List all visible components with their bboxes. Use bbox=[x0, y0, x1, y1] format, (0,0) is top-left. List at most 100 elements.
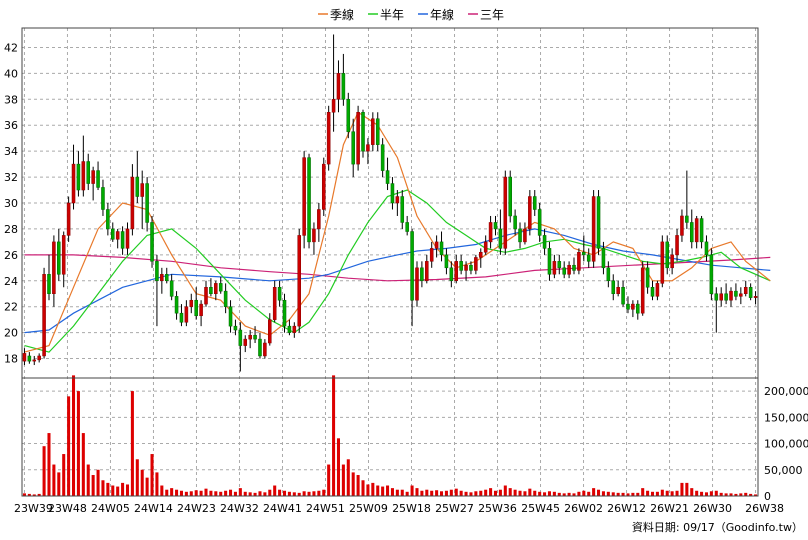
candle bbox=[572, 257, 576, 275]
volume-bar bbox=[587, 491, 591, 496]
candle-body bbox=[479, 252, 483, 258]
price-tick-label: 34 bbox=[4, 145, 18, 158]
candle bbox=[748, 283, 753, 301]
candle-body bbox=[243, 338, 248, 346]
candle-body bbox=[454, 261, 459, 282]
volume-bar bbox=[665, 490, 669, 496]
candle bbox=[297, 228, 301, 333]
candle-body bbox=[724, 293, 728, 301]
candle-body bbox=[753, 296, 758, 298]
candle bbox=[636, 300, 640, 320]
candle-body bbox=[346, 99, 351, 132]
volume-bar bbox=[214, 491, 218, 496]
volume-bar bbox=[209, 490, 213, 496]
price-tick-label: 18 bbox=[4, 353, 18, 366]
candle bbox=[169, 274, 174, 301]
legend-label: 三年 bbox=[480, 8, 504, 22]
candle bbox=[631, 300, 635, 318]
volume-bar bbox=[86, 464, 90, 496]
volume-bar bbox=[150, 454, 154, 496]
volume-bar bbox=[410, 485, 414, 496]
candle-body bbox=[596, 196, 601, 249]
price-tick-label: 28 bbox=[4, 223, 18, 236]
time-tick-label: 24W14 bbox=[134, 502, 173, 515]
candle bbox=[479, 248, 483, 268]
candle-body bbox=[464, 264, 468, 271]
time-tick-label: 26W30 bbox=[693, 502, 732, 515]
candle-body bbox=[71, 163, 76, 204]
candle bbox=[694, 215, 699, 249]
candle-body bbox=[493, 222, 498, 230]
candle bbox=[346, 92, 351, 139]
volume-bar bbox=[179, 490, 183, 496]
volume-bar bbox=[636, 492, 640, 496]
candle-body bbox=[429, 248, 434, 262]
candle-body bbox=[390, 183, 395, 204]
volume-bar bbox=[690, 488, 694, 496]
volume-bar bbox=[62, 454, 66, 496]
time-tick-label: 26W12 bbox=[607, 502, 646, 515]
volume-tick-label: 150,000 bbox=[764, 411, 808, 424]
candle bbox=[537, 203, 542, 242]
candle-body bbox=[743, 287, 748, 294]
candle-body bbox=[611, 280, 616, 294]
volume-bar bbox=[749, 493, 753, 496]
candle bbox=[287, 319, 292, 336]
candle bbox=[248, 330, 252, 349]
candle bbox=[351, 118, 355, 178]
candle bbox=[209, 278, 213, 297]
candle bbox=[135, 151, 140, 203]
volume-bar bbox=[155, 472, 159, 496]
volume-tick-label: 100,000 bbox=[764, 438, 808, 451]
volume-bar bbox=[386, 485, 390, 496]
volume-bar bbox=[508, 488, 512, 496]
volume-bar bbox=[194, 490, 198, 496]
candle bbox=[52, 235, 56, 307]
volume-bar bbox=[336, 438, 341, 496]
candle-body bbox=[410, 231, 414, 301]
time-tick-label: 25W45 bbox=[521, 502, 560, 515]
volume-bar bbox=[106, 482, 110, 496]
candle-body bbox=[586, 254, 591, 262]
footer-source: 資料日期: 09/17（Goodinfo.tw） bbox=[632, 520, 803, 534]
candle bbox=[508, 170, 512, 223]
candle bbox=[410, 228, 414, 327]
candle-body bbox=[218, 283, 223, 292]
candle bbox=[552, 254, 557, 279]
candle-body bbox=[748, 287, 753, 298]
candle-body bbox=[174, 296, 179, 314]
candle-body bbox=[582, 252, 586, 256]
candle-body bbox=[709, 254, 714, 294]
candle bbox=[645, 261, 650, 294]
legend-item: 三年 bbox=[468, 8, 504, 22]
volume-bar bbox=[116, 486, 120, 496]
candle-body bbox=[513, 215, 517, 230]
volume-bar bbox=[199, 490, 203, 496]
candle bbox=[356, 105, 360, 171]
candle bbox=[753, 291, 758, 305]
volume-bar bbox=[27, 493, 31, 496]
volume-bar bbox=[376, 485, 380, 496]
candle-body bbox=[601, 248, 606, 269]
candle-body bbox=[699, 218, 704, 243]
volume-bar bbox=[739, 493, 743, 496]
time-tick-label: 24W32 bbox=[220, 502, 259, 515]
volume-bar bbox=[562, 493, 566, 496]
candle bbox=[321, 157, 326, 216]
candle bbox=[699, 215, 704, 249]
time-tick-label: 25W09 bbox=[349, 502, 388, 515]
candle bbox=[513, 209, 517, 236]
volume-bar bbox=[165, 489, 169, 496]
candle bbox=[223, 283, 228, 314]
candle-body bbox=[37, 355, 41, 361]
time-tick-label: 24W23 bbox=[177, 502, 216, 515]
volume-bar bbox=[381, 486, 385, 496]
candle bbox=[282, 293, 287, 333]
candle bbox=[621, 280, 625, 307]
candle bbox=[734, 283, 738, 301]
candle-body bbox=[228, 306, 233, 327]
candle bbox=[243, 335, 248, 353]
candle bbox=[130, 164, 135, 236]
volume-bar bbox=[395, 489, 399, 496]
candle-body bbox=[366, 144, 370, 152]
